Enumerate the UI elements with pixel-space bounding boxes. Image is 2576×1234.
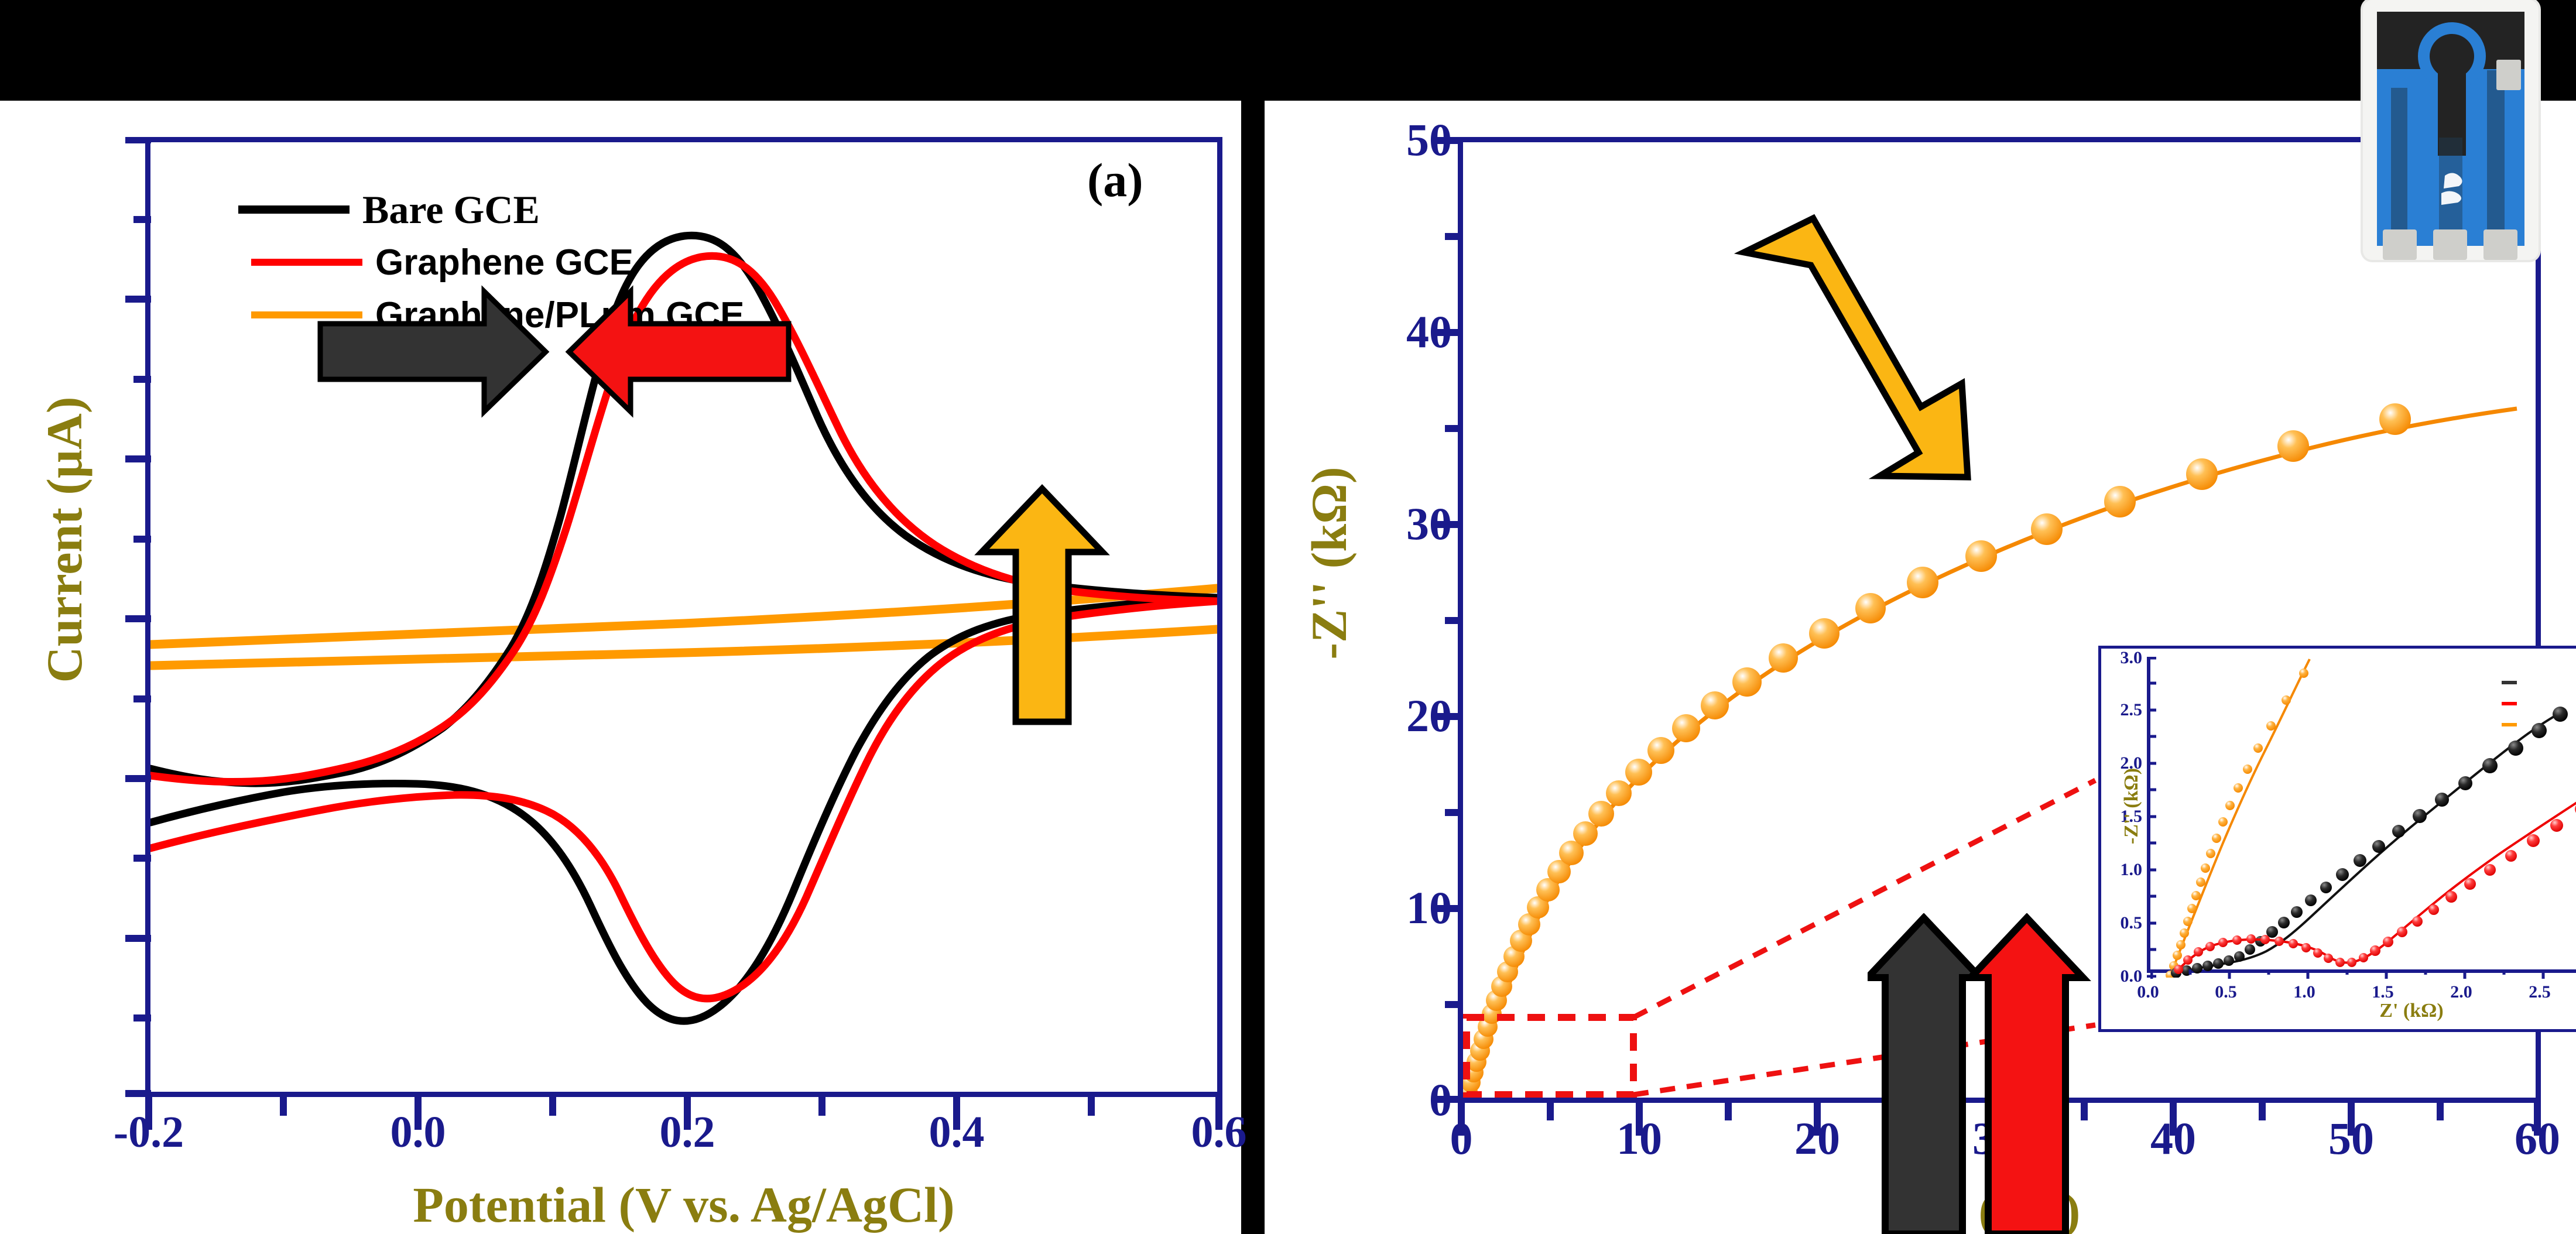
inset-ytick-30: 3.0 [2120, 648, 2143, 667]
panel-b-ytick-40: 40 [1406, 306, 1452, 357]
legend-item-bare-gce: Bare GCE [238, 183, 744, 236]
panel-a-xtick-06: 0.6 [1191, 1108, 1247, 1157]
panel-a-plot-area: Bare GCE Graphene GCE Graphene/PLum GCE [145, 137, 1222, 1097]
panel-b-xtick-60: 60 [2515, 1113, 2560, 1164]
panel-a-y-ticks [125, 137, 151, 1097]
panel-b-nyquist-eis: 0.0 0.5 1.0 1.5 2.0 2.5 3.0 0.0 0.5 1.0 … [1265, 101, 2576, 1234]
legend-swatch-graphene-plum-gce [251, 311, 362, 318]
inset-ytick-05: 0.5 [2120, 913, 2143, 933]
panel-b-ytick-0: 0 [1429, 1074, 1452, 1125]
panel-b-xtick-10: 10 [1616, 1113, 1662, 1164]
panel-b-xtick-40: 40 [2150, 1113, 2196, 1164]
inset-ytick-10: 1.0 [2120, 860, 2143, 879]
legend-label-graphene-gce: Graphene GCE [375, 242, 633, 283]
inset-xtick-15: 1.5 [2372, 982, 2394, 1002]
legend-swatch-graphene-gce [251, 259, 362, 266]
inset-ytick-20: 2.0 [2120, 753, 2143, 773]
panel-a-y-axis-label: Current (μA) [36, 396, 93, 683]
inset-curves [2166, 659, 2576, 978]
panel-a-xtick-00: 0.0 [390, 1108, 446, 1157]
panel-b-ytick-50: 50 [1406, 114, 1452, 165]
panel-a-x-axis-label: Potential (V vs. Ag/AgCl) [413, 1177, 955, 1233]
panel-b-y-axis-label: -Z'' (kΩ) [1301, 467, 1357, 660]
panel-b-xtick-50: 50 [2328, 1113, 2374, 1164]
panel-b-curve [1463, 403, 2517, 1098]
legend-swatch-bare-gce [238, 205, 350, 214]
inset-xtick-05: 0.5 [2215, 982, 2237, 1002]
inset-legend-marks [2502, 681, 2517, 726]
inset-x-ticks [2150, 969, 2545, 979]
inset-ytick-00: 0.0 [2120, 966, 2143, 986]
panel-b-y-ticks [1437, 137, 1462, 1103]
legend-label-bare-gce: Bare GCE [362, 187, 540, 232]
panel-b-ytick-10: 10 [1406, 882, 1452, 933]
panel-a-x-ticks [145, 1096, 1222, 1130]
inset-xtick-10: 1.0 [2293, 982, 2315, 1002]
black-right-arrow-icon [317, 285, 550, 418]
inset-y-ticks [2147, 657, 2156, 978]
inset-xtick-20: 2.0 [2450, 982, 2472, 1002]
inset-xtick-25: 2.5 [2529, 982, 2551, 1002]
inset-plot-area [2147, 657, 2576, 979]
red-left-arrow-icon [565, 285, 792, 418]
screen-printed-electrode-photo [2363, 0, 2539, 260]
electrode-illustration [2363, 0, 2539, 260]
panel-b-xtick-20: 20 [1794, 1113, 1840, 1164]
inset-ytick-25: 2.5 [2120, 700, 2143, 719]
black-up-arrow-icon [1868, 913, 1988, 1234]
inset-xtick-00: 0.0 [2137, 982, 2159, 1002]
panel-a-label: (a) [1087, 153, 1143, 207]
legend-item-graphene-gce: Graphene GCE [251, 236, 744, 289]
red-up-arrow-icon [1962, 913, 2091, 1234]
amber-diagonal-arrow-icon [1734, 214, 1971, 481]
panel-a-xtick-m02: -0.2 [113, 1108, 184, 1157]
panel-b-ytick-20: 20 [1406, 690, 1452, 741]
panel-b-xtick-0: 0 [1450, 1113, 1473, 1164]
panel-b-inset-plot: 0.0 0.5 1.0 1.5 2.0 2.5 3.0 0.0 0.5 1.0 … [2098, 646, 2576, 1032]
panel-a-annotation-arrows [317, 285, 1110, 725]
panel-a-xtick-02: 0.2 [659, 1108, 715, 1157]
panel-b-plot-area: 0.0 0.5 1.0 1.5 2.0 2.5 3.0 0.0 0.5 1.0 … [1458, 137, 2576, 1103]
inset-x-axis-label: Z' (kΩ) [2379, 1000, 2444, 1022]
panel-a-legend: Bare GCE Graphene GCE Graphene/PLum GCE [238, 183, 744, 341]
panel-a-cyclic-voltammetry: Bare GCE Graphene GCE Graphene/PLum GCE [0, 101, 1247, 1234]
eis-marker-cluster [1463, 403, 2411, 1098]
inset-ytick-15: 1.5 [2120, 807, 2143, 826]
panel-b-ytick-30: 30 [1406, 498, 1452, 549]
inset-y-axis-label: -Z'' (kΩ) [2121, 767, 2142, 845]
inset-pointer-arrows [1868, 913, 2091, 1234]
panel-a-xtick-04: 0.4 [929, 1108, 985, 1157]
amber-up-arrow-icon [974, 484, 1110, 725]
